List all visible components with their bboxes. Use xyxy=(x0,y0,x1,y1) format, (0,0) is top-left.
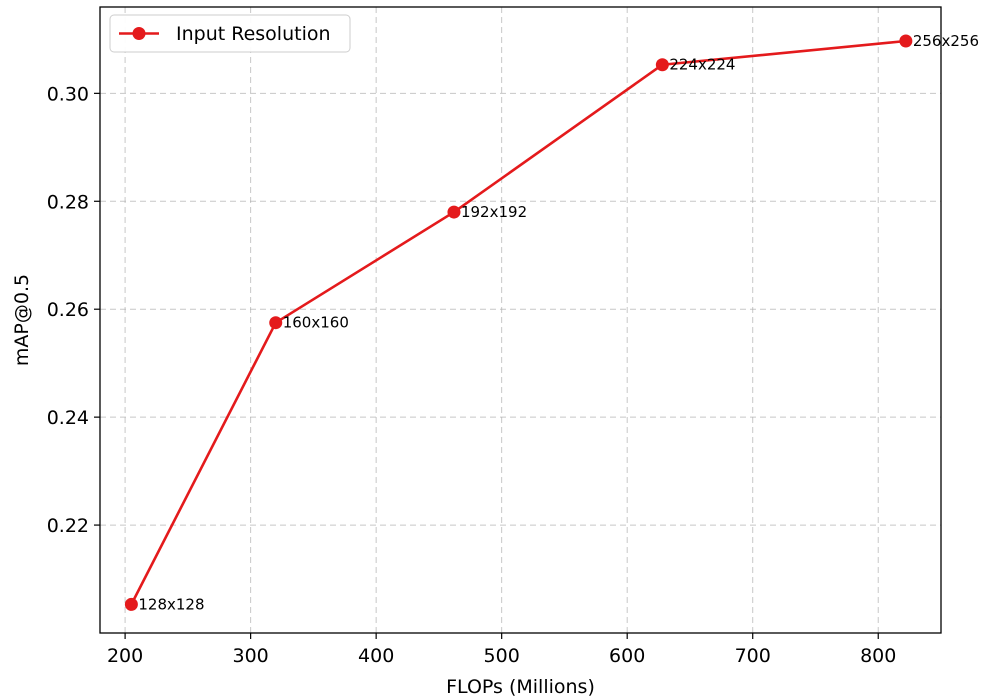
data-point xyxy=(124,597,138,611)
plot-frame xyxy=(99,6,942,634)
x-tick-label: 600 xyxy=(609,645,645,667)
data-point-label: 160x160 xyxy=(283,314,349,332)
legend: Input Resolution xyxy=(109,14,351,53)
x-tick-label: 300 xyxy=(232,645,268,667)
x-axis-label: FLOPs (Millions) xyxy=(446,676,595,698)
data-point-label: 224x224 xyxy=(669,56,735,74)
grid xyxy=(100,7,941,633)
x-tick-label: 800 xyxy=(860,645,896,667)
data-point xyxy=(899,34,913,48)
y-axis-label: mAP@0.5 xyxy=(11,274,33,366)
data-point xyxy=(447,205,461,219)
x-tick-label: 400 xyxy=(358,645,394,667)
legend-label: Input Resolution xyxy=(176,23,331,45)
data-point-label: 128x128 xyxy=(138,595,204,613)
legend-box xyxy=(109,14,351,53)
data-point-label: 192x192 xyxy=(461,203,527,221)
y-tick-label: 0.30 xyxy=(47,83,89,105)
data-point-label: 256x256 xyxy=(913,32,979,50)
y-tick-label: 0.28 xyxy=(47,191,89,213)
legend-marker xyxy=(132,27,146,40)
x-tick-label: 200 xyxy=(107,645,143,667)
y-tick-label: 0.22 xyxy=(47,515,89,537)
y-tick-label: 0.26 xyxy=(47,299,89,321)
y-tick-label: 0.24 xyxy=(47,407,89,429)
axes: 200 300 400 500 600 700 800 0.22 0.24 0.26 0.28 0.3… xyxy=(47,6,942,667)
series-line xyxy=(130,39,906,605)
data-point xyxy=(269,316,283,330)
x-tick-label: 500 xyxy=(484,645,520,667)
series-input-resolution: 128x128 160x160 192x192 224x224 256x256 xyxy=(124,32,979,613)
x-tick-label: 700 xyxy=(735,645,771,667)
data-point xyxy=(655,58,669,72)
